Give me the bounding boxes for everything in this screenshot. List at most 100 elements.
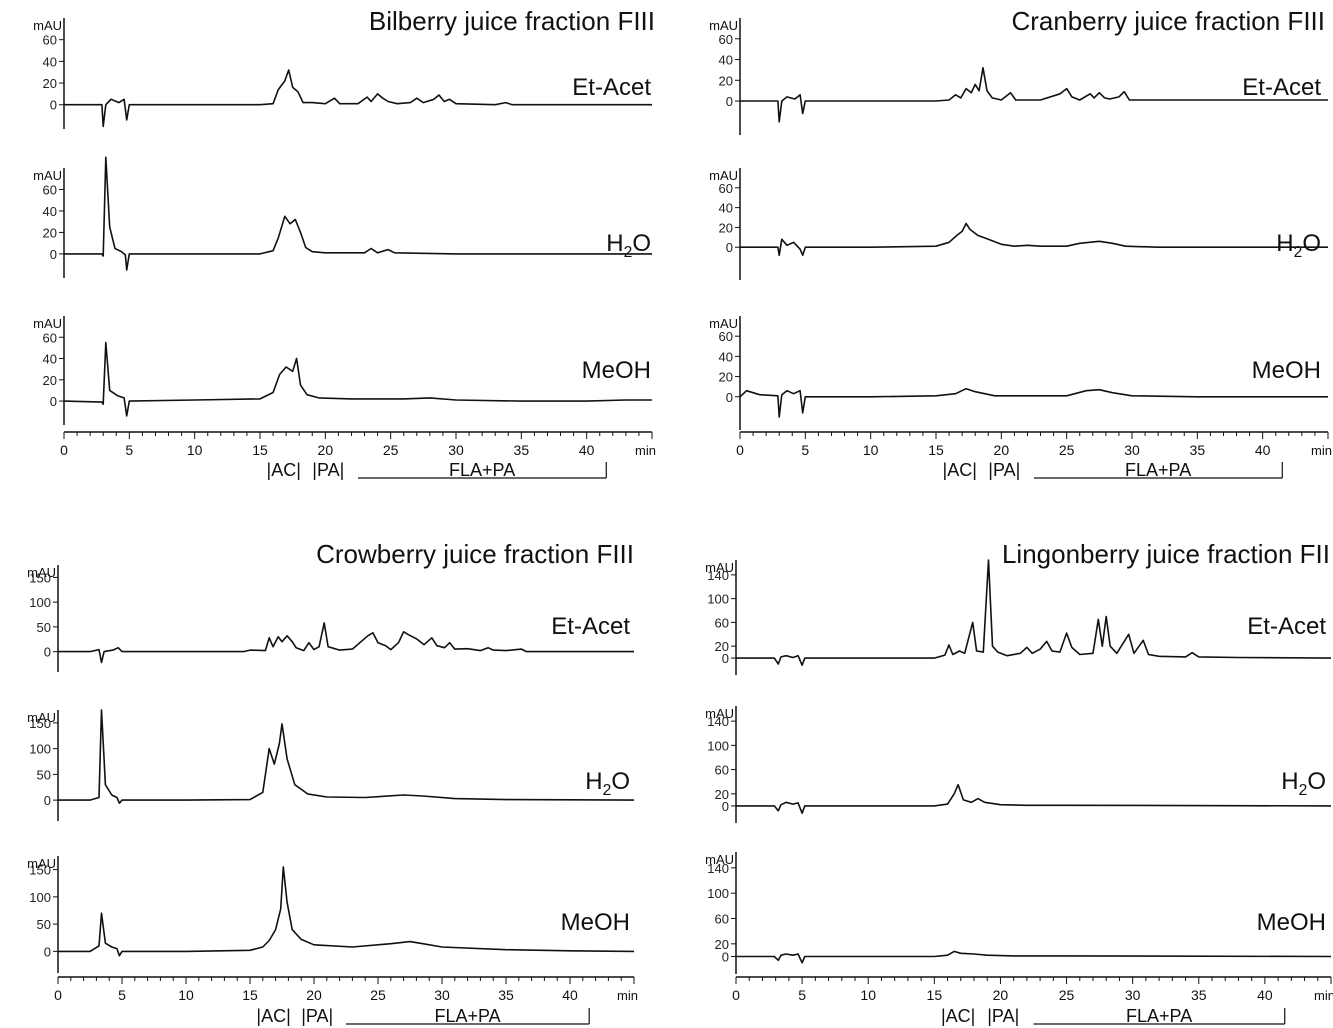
y-unit-label: mAU <box>33 18 62 33</box>
region-label-pa: |PA| <box>987 1006 1019 1026</box>
series-label-sub: 2 <box>624 244 633 261</box>
x-tick-label: 20 <box>306 987 322 1003</box>
y-tick-label: 0 <box>50 394 57 409</box>
region-label-ac: |AC| <box>941 1006 975 1026</box>
panel-title: Cranberry juice fraction FIII <box>1011 6 1325 36</box>
y-tick-label: 0 <box>726 390 733 405</box>
region-label-pa: |PA| <box>301 1006 333 1026</box>
y-tick-label: 100 <box>707 592 729 607</box>
region-label-fla-pa: FLA+PA <box>1126 1006 1192 1026</box>
y-unit-label: mAU <box>33 316 62 331</box>
series-label: H2O <box>585 768 630 799</box>
series-label: MeOH <box>1252 357 1321 384</box>
y-tick-label: 60 <box>43 330 57 345</box>
panel-title: Crowberry juice fraction FIII <box>316 539 634 569</box>
trace-group: mAU 0 20 40 60 Et-Acet <box>33 18 652 129</box>
x-tick-label: 20 <box>318 442 334 458</box>
series-label-part: H <box>606 230 623 257</box>
trace-group: mAU 0 20 40 60 MeOH <box>33 316 652 425</box>
y-tick-label: 140 <box>707 861 729 876</box>
series-label-part: H <box>585 768 602 795</box>
x-tick-label: 35 <box>1190 442 1206 458</box>
series-label: H2O <box>606 230 651 261</box>
y-tick-label: 60 <box>719 181 733 196</box>
y-tick-label: 140 <box>707 568 729 583</box>
x-tick-label: 35 <box>514 442 530 458</box>
y-tick-label: 20 <box>43 76 57 91</box>
y-tick-label: 20 <box>43 225 57 240</box>
series-label-sub: 2 <box>603 782 612 799</box>
series-label-sub: 2 <box>1299 782 1308 799</box>
y-tick-label: 50 <box>37 917 51 932</box>
x-tick-label: 25 <box>370 987 386 1003</box>
y-tick-label: 40 <box>719 349 733 364</box>
series-label: Et-Acet <box>551 613 630 640</box>
x-tick-label: 30 <box>1124 442 1140 458</box>
y-tick-label: 60 <box>43 182 57 197</box>
y-tick-label: 60 <box>715 912 729 927</box>
x-tick-label: 25 <box>1059 987 1075 1003</box>
trace-group: mAU 0 20 40 60 H2O <box>33 156 652 278</box>
x-unit-label: min <box>1311 443 1332 458</box>
trace-line <box>736 783 1332 814</box>
y-tick-label: 60 <box>715 763 729 778</box>
series-label: MeOH <box>582 357 651 384</box>
y-tick-label: 0 <box>44 944 51 959</box>
x-tick-label: 5 <box>118 987 126 1003</box>
series-label: H2O <box>1281 768 1326 799</box>
x-tick-label: 30 <box>434 987 450 1003</box>
y-tick-label: 150 <box>29 863 51 878</box>
x-unit-label: min <box>1314 988 1333 1003</box>
trace-line <box>736 950 1332 964</box>
y-tick-label: 20 <box>719 370 733 385</box>
y-tick-label: 20 <box>715 639 729 654</box>
x-tick-label: 40 <box>579 442 595 458</box>
chromatogram-panel: Crowberry juice fraction FIIImAU05010015… <box>27 539 638 1026</box>
trace-group: mAU 0 20 40 60 MeOH <box>709 316 1328 430</box>
y-unit-label: mAU <box>705 706 734 721</box>
series-label-part: O <box>1307 768 1326 795</box>
x-tick-label: 15 <box>928 442 944 458</box>
x-tick-label: 25 <box>1059 442 1075 458</box>
trace-group: mAU 020 60 100 140 MeOH <box>705 852 1332 974</box>
trace-group: mAU 0 50 100 150 H2O <box>27 709 635 821</box>
trace-group: mAU 0 20 40 60 Et-Acet <box>709 18 1328 135</box>
region-bar: |AC| |PA| FLA+PA <box>256 1006 590 1026</box>
y-tick-label: 100 <box>707 738 729 753</box>
y-tick-label: 0 <box>722 799 729 814</box>
region-label-pa: |PA| <box>312 460 344 480</box>
region-label-fla-pa: FLA+PA <box>449 460 515 480</box>
y-tick-label: 50 <box>37 620 51 635</box>
y-tick-label: 100 <box>29 890 51 905</box>
region-label-ac: |AC| <box>943 460 977 480</box>
y-tick-label: 0 <box>44 793 51 808</box>
x-tick-label: 5 <box>801 442 809 458</box>
series-label: Et-Acet <box>572 74 651 101</box>
y-tick-label: 0 <box>44 645 51 660</box>
y-unit-label: mAU <box>705 852 734 867</box>
series-label-part: O <box>632 230 651 257</box>
y-unit-label: mAU <box>709 316 738 331</box>
y-tick-label: 0 <box>726 94 733 109</box>
y-unit-label: mAU <box>705 560 734 575</box>
series-label-part: H <box>1276 230 1293 257</box>
x-tick-label: 20 <box>993 987 1009 1003</box>
y-tick-label: 60 <box>715 615 729 630</box>
series-label: Et-Acet <box>1242 74 1321 101</box>
x-tick-label: 15 <box>252 442 268 458</box>
x-unit-label: min <box>635 443 656 458</box>
x-tick-label: 35 <box>1191 987 1207 1003</box>
panel-title: Lingonberry juice fraction FII <box>1002 539 1330 569</box>
y-tick-label: 100 <box>707 886 729 901</box>
y-tick-label: 0 <box>722 950 729 965</box>
series-label: MeOH <box>1257 909 1326 936</box>
x-tick-label: 25 <box>383 442 399 458</box>
y-unit-label: mAU <box>709 168 738 183</box>
y-tick-label: 0 <box>722 651 729 666</box>
trace-line <box>740 67 1328 123</box>
region-label-fla-pa: FLA+PA <box>1125 460 1191 480</box>
y-tick-label: 20 <box>719 73 733 88</box>
region-label-ac: |AC| <box>256 1006 290 1026</box>
y-tick-label: 50 <box>37 767 51 782</box>
